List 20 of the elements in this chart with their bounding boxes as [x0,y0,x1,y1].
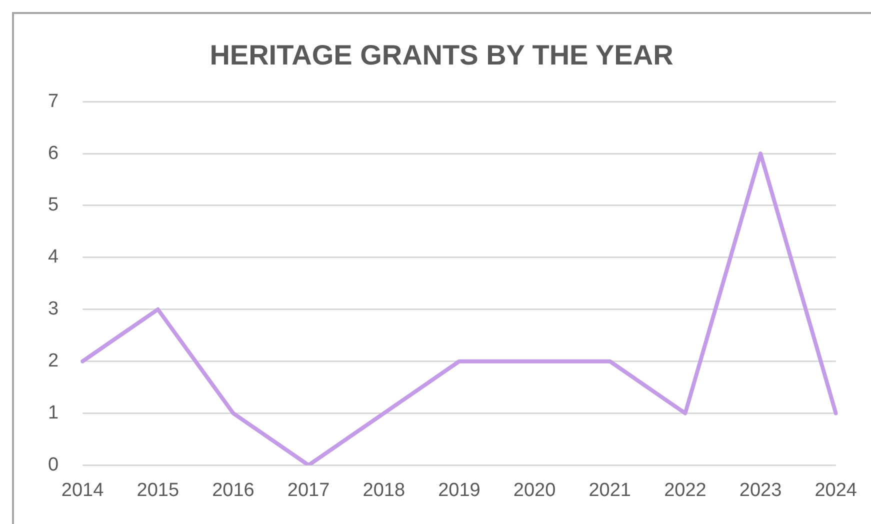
y-tick-label: 2 [48,350,59,372]
y-tick-label: 7 [48,90,59,112]
x-tick-label: 2014 [61,480,104,501]
y-tick-label: 1 [48,402,59,424]
x-tick-label: 2018 [362,480,406,501]
y-tick-label: 6 [48,142,59,164]
x-tick-label: 2019 [438,480,480,501]
chart-title: HERITAGE GRANTS BY THE YEAR [210,40,674,71]
x-tick-label: 2016 [212,480,254,501]
y-tick-label: 0 [48,454,59,476]
x-tick-label: 2023 [739,480,782,501]
y-tick-label: 4 [48,246,59,268]
x-tick-label: 2022 [664,480,706,501]
x-tick-label: 2020 [513,480,556,501]
y-tick-label: 5 [48,194,59,216]
x-tick-label: 2017 [287,480,330,501]
x-tick-label: 2015 [136,480,180,501]
y-tick-label: 3 [48,298,59,320]
x-tick-label: 2024 [814,480,858,501]
x-tick-label: 2021 [588,480,632,501]
